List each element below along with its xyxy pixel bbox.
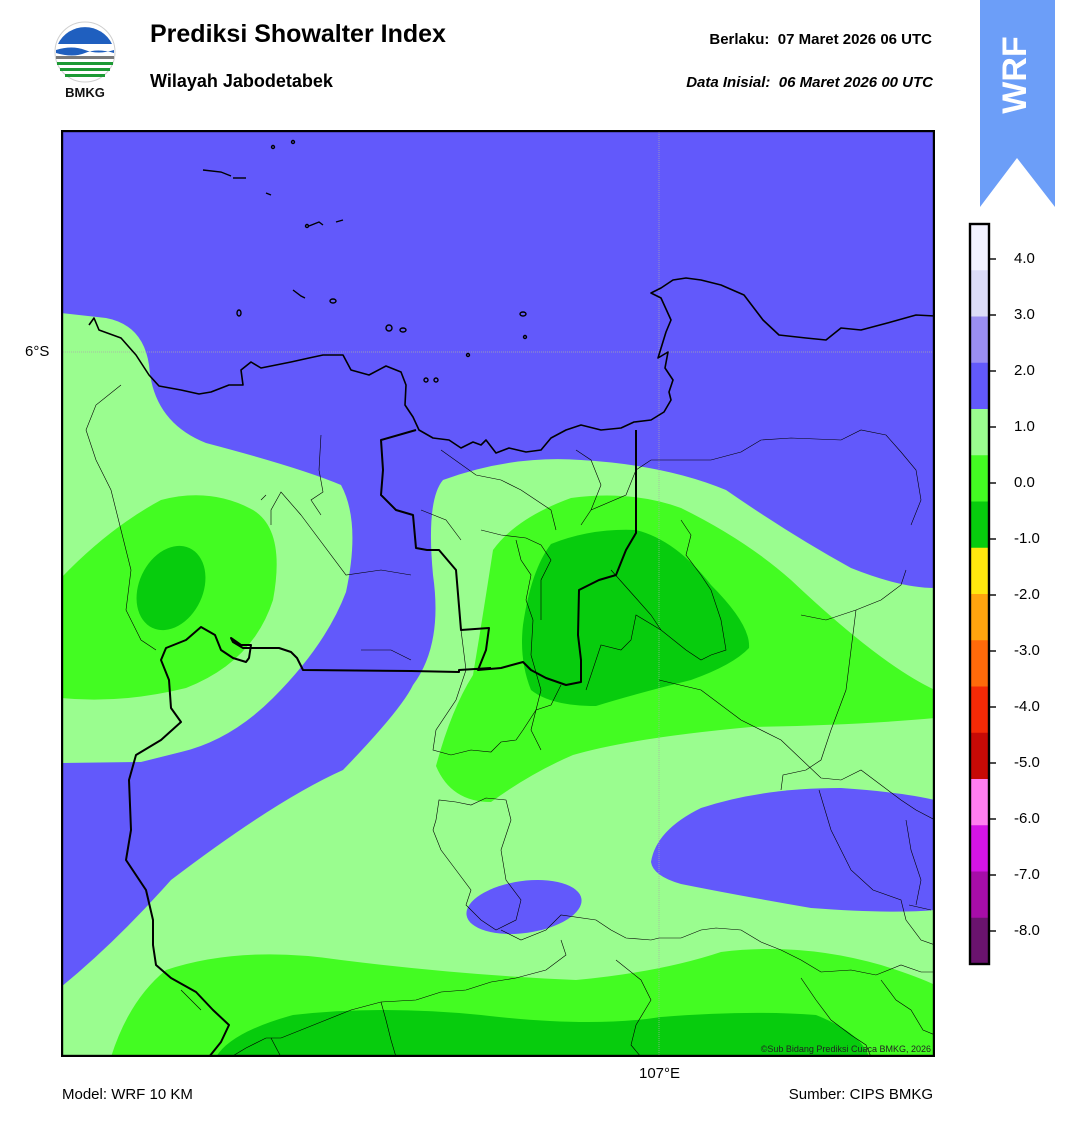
colorbar-tick-label: -7.0 [1014,866,1040,883]
colorbar-swatch [970,871,989,919]
source-info: Sumber: CIPS BMKG [788,1086,933,1103]
colorbar-frame [968,222,991,966]
colorbar-tick-label: 1.0 [1014,418,1035,435]
showalter-map [61,130,935,1057]
page-title: Prediksi Showalter Index [150,20,446,48]
init-value: 06 Maret 2026 00 UTC [778,74,933,91]
colorbar-tick-label: -3.0 [1014,642,1040,659]
colorbar-tick-marks [989,258,996,932]
colorbar-swatch [970,917,989,965]
colorbar [968,222,996,966]
colorbar-tick-label: -4.0 [1014,698,1040,715]
colorbar-swatch [970,547,989,595]
bmkg-logo-icon: BMKG [54,21,116,100]
init-time: Data Inisial: 06 Maret 2026 00 UTC [686,74,933,91]
colorbar-swatch [970,362,989,410]
colorbar-swatch [970,594,989,641]
colorbar-swatch [970,409,989,456]
colorbar-swatch [970,316,989,364]
colorbar-swatch [970,270,989,317]
colorbar-tick-label: -5.0 [1014,754,1040,771]
coastline [88,277,935,454]
field-west-dark-green [136,545,206,631]
longitude-label: 107°E [639,1065,681,1082]
colorbar-swatch [970,224,989,271]
map-frame [61,130,935,1057]
district-boundaries [85,384,935,1057]
islands [202,139,528,383]
copyright-text: ©Sub Bidang Prediksi Cuaca BMKG, 2026 [760,1044,931,1054]
colorbar-tick-label: -2.0 [1014,586,1040,603]
colorbar-tick-label: -8.0 [1014,922,1040,939]
colorbar-swatch [970,455,989,502]
field-south-dark-green [216,1010,869,1057]
wrf-badge-text: WRF [996,36,1034,113]
colorbar-tick-label: -1.0 [1014,530,1040,547]
colorbar-swatch [970,732,989,780]
model-info: Model: WRF 10 KM [62,1086,193,1103]
valid-value: 07 Maret 2026 06 UTC [777,31,932,48]
colorbar-swatch [970,501,989,549]
colorbar-tick-label: 2.0 [1014,362,1035,379]
init-label: Data Inisial: [686,74,771,91]
wrf-badge: WRF [980,0,1055,207]
colorbar-swatch [970,825,989,872]
field-south-blue [466,880,582,934]
province-boundary [125,429,637,1057]
colorbar-tick-label: 0.0 [1014,474,1035,491]
logo-text: BMKG [65,85,105,100]
field-east-blue [651,788,935,912]
colorbar-swatch [970,779,989,826]
page-subtitle: Wilayah Jabodetabek [150,71,333,91]
colorbar-tick-label: 4.0 [1014,250,1035,267]
colorbar-tick-label: 3.0 [1014,306,1035,323]
colorbar-swatches [970,224,989,965]
colorbar-tick-label: -6.0 [1014,810,1040,827]
colorbar-swatch [970,686,989,734]
valid-time: Berlaku: 07 Maret 2026 06 UTC [709,31,932,48]
colorbar-swatch [970,640,989,687]
valid-label: Berlaku: [709,31,770,48]
latitude-label: 6°S [25,343,50,360]
